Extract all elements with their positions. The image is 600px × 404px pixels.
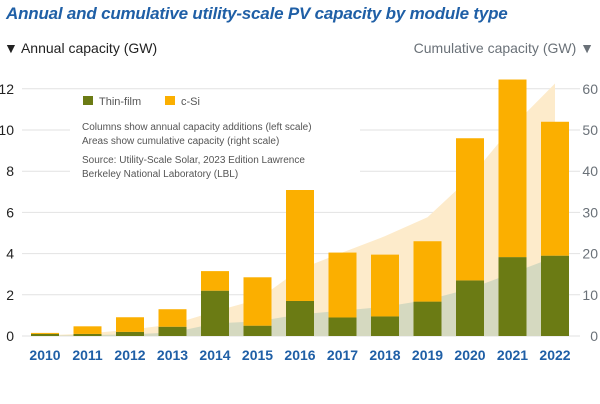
bar-thin-film-2021 (498, 257, 527, 336)
bar-thin-film-2018 (371, 316, 399, 336)
right-tick-label: 10 (582, 287, 598, 303)
bar-c-si-2020 (456, 138, 484, 281)
legend-background (70, 90, 360, 190)
x-tick-label: 2022 (539, 347, 570, 363)
legend: Thin-film c-Si (70, 90, 360, 190)
left-tick-label: 12 (0, 81, 14, 97)
bar-c-si-2016 (286, 183, 314, 301)
annotation-text: Source: Utility-Scale Solar, 2023 Editio… (82, 155, 305, 166)
left-tick-label: 10 (0, 122, 14, 138)
annual-bars (31, 79, 569, 336)
bar-c-si-2021 (498, 79, 527, 258)
x-tick-label: 2014 (199, 347, 230, 363)
right-axis-ticks: 0 10 20 30 40 50 60 (582, 81, 598, 344)
left-axis-ticks: 0 2 4 6 8 10 12 (0, 81, 14, 344)
bar-thin-film-2019 (413, 301, 442, 336)
left-tick-label: 2 (6, 287, 14, 303)
bar-thin-film-2017 (328, 317, 357, 336)
x-tick-label: 2010 (29, 347, 60, 363)
left-axis-title: ▼ Annual capacity (GW) (4, 40, 158, 56)
bar-c-si-2022 (541, 121, 569, 256)
annotation-text: Columns show annual capacity additions (… (82, 122, 312, 133)
right-tick-label: 30 (582, 204, 598, 220)
x-tick-label: 2016 (284, 347, 315, 363)
right-tick-label: 20 (582, 246, 598, 262)
x-axis-ticks: 2010 2011 2012 2013 2014 2015 2016 2017 2018 2019… (29, 347, 570, 363)
bar-c-si-2019 (413, 241, 442, 302)
x-tick-label: 2020 (454, 347, 485, 363)
bar-c-si-2014 (201, 271, 229, 291)
right-tick-label: 0 (590, 328, 598, 344)
bar-thin-film-2020 (456, 280, 484, 336)
bar-thin-film-2013 (158, 326, 187, 336)
bar-thin-film-2016 (286, 300, 314, 336)
bar-thin-film-2015 (243, 325, 272, 336)
annotation-text: Areas show cumulative capacity (right sc… (82, 136, 279, 147)
bar-c-si-2018 (371, 254, 399, 317)
legend-label: c-Si (181, 96, 200, 108)
x-tick-label: 2017 (327, 347, 358, 363)
annotations: Columns show annual capacity additions (… (82, 122, 312, 180)
left-tick-label: 0 (6, 328, 14, 344)
right-tick-label: 40 (582, 163, 598, 179)
x-tick-label: 2012 (114, 347, 145, 363)
x-tick-label: 2015 (242, 347, 273, 363)
bar-thin-film-2022 (541, 255, 569, 336)
bar-thin-film-2012 (116, 331, 144, 336)
x-tick-label: 2019 (412, 347, 443, 363)
right-tick-label: 60 (582, 81, 598, 97)
x-tick-label: 2018 (369, 347, 400, 363)
bar-c-si-2017 (328, 252, 357, 318)
bar-c-si-2013 (158, 309, 187, 327)
left-tick-label: 8 (6, 163, 14, 179)
right-axis-title: Cumulative capacity (GW) ▼ (413, 40, 594, 56)
legend-swatch (83, 96, 93, 105)
bar-c-si-2015 (243, 277, 272, 326)
annotation-text: Berkeley National Laboratory (LBL) (82, 169, 238, 180)
right-tick-label: 50 (582, 122, 598, 138)
left-tick-label: 6 (6, 204, 14, 220)
x-tick-label: 2013 (157, 347, 188, 363)
left-tick-label: 4 (6, 246, 14, 262)
x-tick-label: 2011 (72, 347, 103, 363)
legend-label: Thin-film (99, 96, 141, 108)
bar-c-si-2011 (73, 326, 102, 334)
chart-title: Annual and cumulative utility-scale PV c… (6, 4, 508, 23)
bar-thin-film-2014 (201, 290, 229, 336)
legend-swatch (165, 96, 175, 105)
bar-thin-film-2011 (73, 333, 102, 336)
bar-thin-film-2010 (31, 333, 59, 336)
bar-c-si-2012 (116, 317, 144, 332)
bar-c-si-2010 (31, 332, 59, 334)
x-tick-label: 2021 (497, 347, 528, 363)
